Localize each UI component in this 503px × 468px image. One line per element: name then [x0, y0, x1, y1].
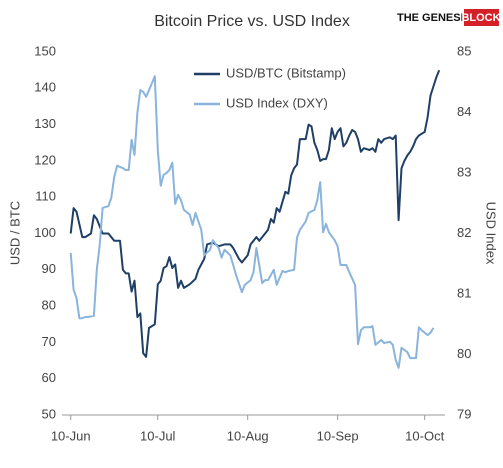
y2-tick-label: 79 [457, 406, 471, 421]
logo-text: THE GENESIS [397, 12, 471, 24]
y2-tick-label: 80 [457, 346, 471, 361]
x-tick-label: 10-Jun [51, 428, 91, 443]
y2-tick-label: 85 [457, 43, 471, 58]
y-axis-label: USD / BTC [7, 201, 22, 265]
y2-tick-label: 83 [457, 164, 471, 179]
chart-title: Bitcoin Price vs. USD Index [154, 13, 350, 30]
y-tick-label: 120 [34, 152, 56, 167]
y-tick-label: 90 [42, 261, 56, 276]
legend-label: USD Index (DXY) [226, 95, 328, 110]
legend-label: USD/BTC (Bitstamp) [226, 65, 346, 80]
logo-highlight: BLOCK [461, 12, 500, 24]
series-line [69, 75, 435, 369]
x-tick-label: 10-Aug [227, 428, 269, 443]
y-tick-label: 150 [34, 43, 56, 58]
y-tick-label: 140 [34, 80, 56, 95]
y-tick-label: 80 [42, 298, 56, 313]
y-tick-label: 60 [42, 370, 56, 385]
y2-tick-label: 82 [457, 225, 471, 240]
x-tick-label: 10-Sep [317, 428, 359, 443]
y-tick-label: 100 [34, 225, 56, 240]
y2-tick-label: 84 [457, 104, 471, 119]
series-line [69, 69, 441, 358]
x-tick-label: 10-Oct [405, 428, 444, 443]
y-tick-label: 50 [42, 406, 56, 421]
y-tick-label: 130 [34, 116, 56, 131]
logo-box [464, 9, 499, 26]
y-tick-label: 70 [42, 334, 56, 349]
y-tick-label: 110 [35, 189, 56, 204]
y2-tick-label: 81 [457, 285, 471, 300]
x-tick-label: 10-Jul [140, 428, 176, 443]
y2-axis-label: USD Index [484, 202, 499, 265]
